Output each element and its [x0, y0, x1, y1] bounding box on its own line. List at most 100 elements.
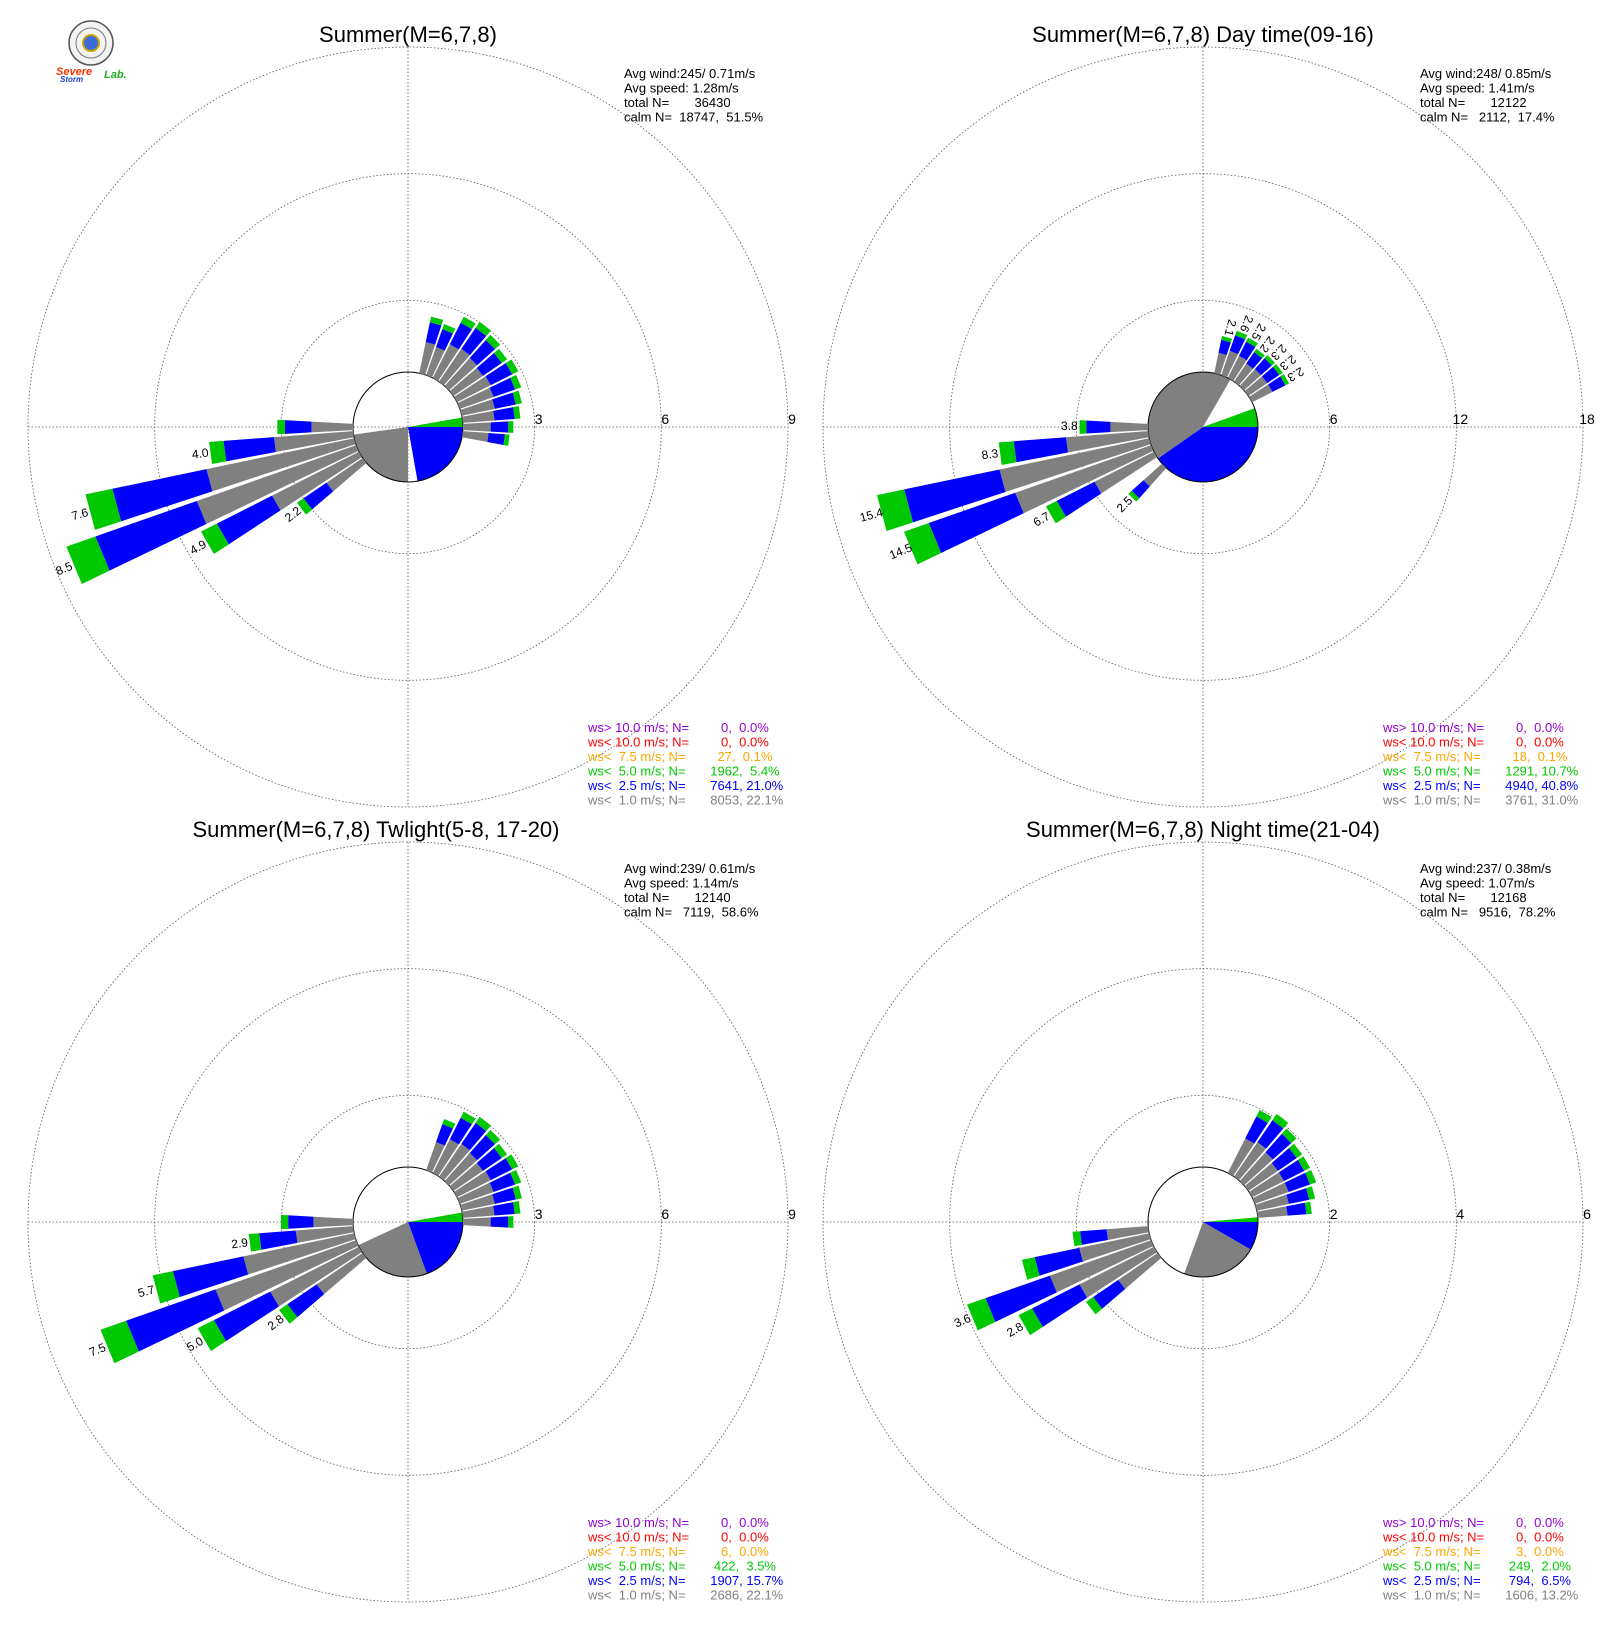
petal-segment [426, 346, 445, 378]
petal-value-label: 2.1 [1221, 318, 1239, 338]
legend-value: 1606, 13.2% [1498, 1588, 1579, 1603]
petal-segment [280, 1214, 289, 1230]
calm-wedge [408, 417, 463, 427]
panel-title: Summer(M=6,7,8) Night time(21-04) [1026, 817, 1380, 842]
petal-segment [1128, 490, 1140, 502]
petal-segment [316, 1252, 367, 1295]
petal-segment [1080, 1229, 1108, 1245]
petal-segment [494, 348, 508, 364]
calm-wedge [1203, 1217, 1258, 1222]
petal-segment [272, 451, 362, 511]
petal-value-label: 5.0 [184, 1334, 206, 1355]
petal-segment [513, 406, 521, 419]
petal-segment [475, 321, 491, 337]
petal-segment [273, 431, 354, 452]
petal-segment [1297, 1156, 1311, 1171]
petal-segment [505, 1154, 519, 1170]
petal-segment [485, 1158, 513, 1181]
petal-segment [904, 469, 1006, 523]
petal-segment [200, 523, 229, 555]
petal-segment [510, 374, 522, 390]
petal-value-label: 4.0 [191, 445, 210, 461]
calm-wedge [1203, 1222, 1258, 1250]
petal-segment [460, 316, 476, 330]
legend-label: ws< 7.5 m/s; N= [587, 749, 686, 764]
petal-segment [1131, 480, 1150, 499]
petal-segment [1280, 374, 1290, 386]
range-ring [1075, 1094, 1331, 1350]
stat-line: Avg wind:245/ 0.71m/s [624, 66, 756, 81]
petal-segment [95, 500, 207, 571]
petal-segment [444, 1152, 478, 1186]
legend-label: ws> 10.0 m/s; N= [1382, 720, 1484, 735]
petal-segment [493, 1202, 515, 1216]
petal-segment [66, 536, 110, 584]
legend-label: ws< 7.5 m/s; N= [587, 1544, 686, 1559]
petal-segment [489, 1172, 516, 1193]
calm-wedge [1157, 427, 1258, 482]
ring-tick-label: 6 [1583, 1206, 1591, 1222]
petal-segment [1239, 368, 1262, 391]
petal-segment [1085, 1296, 1103, 1315]
petal-segment [436, 1124, 453, 1146]
petal-segment [1256, 1110, 1272, 1123]
legend-value: 249, 2.0% [1498, 1559, 1571, 1574]
legend-value: 8053, 22.1% [703, 793, 784, 808]
stat-line: Avg wind:239/ 0.61m/s [624, 861, 756, 876]
legend-label: ws< 2.5 m/s; N= [1382, 778, 1481, 793]
petal-value-label: 15.4 [858, 505, 884, 525]
ring-tick-label: 4 [1456, 1206, 1464, 1222]
legend-label: ws< 7.5 m/s; N= [1382, 749, 1481, 764]
ring-tick-label: 9 [788, 1206, 796, 1222]
ring-tick-label: 9 [788, 411, 796, 427]
calm-wedge [408, 427, 463, 482]
petal-segment [462, 431, 489, 443]
legend-label: ws< 1.0 m/s; N= [1382, 793, 1481, 808]
logo-word-lab: Lab. [104, 69, 127, 81]
petal-segment [476, 352, 502, 376]
legend-label: ws< 1.0 m/s; N= [587, 1588, 686, 1603]
legend-value: 7641, 21.0% [703, 778, 784, 793]
petal-segment [460, 1111, 476, 1125]
petal-segment [1227, 355, 1247, 381]
petal-segment [998, 441, 1017, 466]
petal-value-label: 2.9 [230, 1235, 249, 1251]
stat-line: Avg speed: 1.41m/s [1420, 81, 1535, 96]
petal-segment [243, 1233, 356, 1275]
petal-segment [1246, 337, 1258, 347]
petal-segment [223, 437, 276, 462]
legend-label: ws< 7.5 m/s; N= [1382, 1544, 1481, 1559]
panel-title: Summer(M=6,7,8) Day time(09-16) [1032, 22, 1374, 47]
legend-label: ws< 5.0 m/s; N= [1382, 1559, 1481, 1574]
petal-segment [1252, 1182, 1289, 1204]
petal-segment [313, 1216, 354, 1228]
petal-segment [303, 482, 334, 510]
petal-value-label: 3.8 [1061, 419, 1078, 433]
legend-value: 1962, 5.4% [703, 764, 780, 779]
petal-value-label: 7.6 [70, 505, 90, 523]
petal-segment [492, 392, 516, 409]
petal-segment [513, 1201, 521, 1214]
legend-label: ws< 5.0 m/s; N= [1382, 764, 1481, 779]
panel-title: Summer(M=6,7,8) Twlight(5-8, 17-20) [192, 817, 559, 842]
petal-segment [462, 422, 491, 432]
stat-line: Avg wind:248/ 0.85m/s [1420, 66, 1552, 81]
calm-wedge [408, 1222, 463, 1274]
calm-wedge [1203, 408, 1258, 427]
ring-tick-label: 3 [535, 411, 543, 427]
legend-value: 4940, 40.8% [1498, 778, 1579, 793]
petal-segment [1049, 1240, 1154, 1293]
petal-segment [460, 399, 495, 416]
legend-label: ws< 2.5 m/s; N= [587, 778, 686, 793]
legend-label: ws< 5.0 m/s; N= [587, 1559, 686, 1574]
petal-segment [462, 1217, 491, 1227]
petal-segment [1229, 335, 1246, 355]
petal-segment [1272, 1113, 1289, 1129]
petal-segment [1218, 339, 1231, 355]
petal-segment [326, 457, 367, 492]
legend-value: 0, 0.0% [703, 720, 769, 735]
petal-segment [1079, 420, 1087, 434]
legend-label: ws> 10.0 m/s; N= [1382, 1515, 1484, 1530]
legend-value: 422, 3.5% [703, 1559, 776, 1574]
petal-segment [287, 1284, 325, 1318]
